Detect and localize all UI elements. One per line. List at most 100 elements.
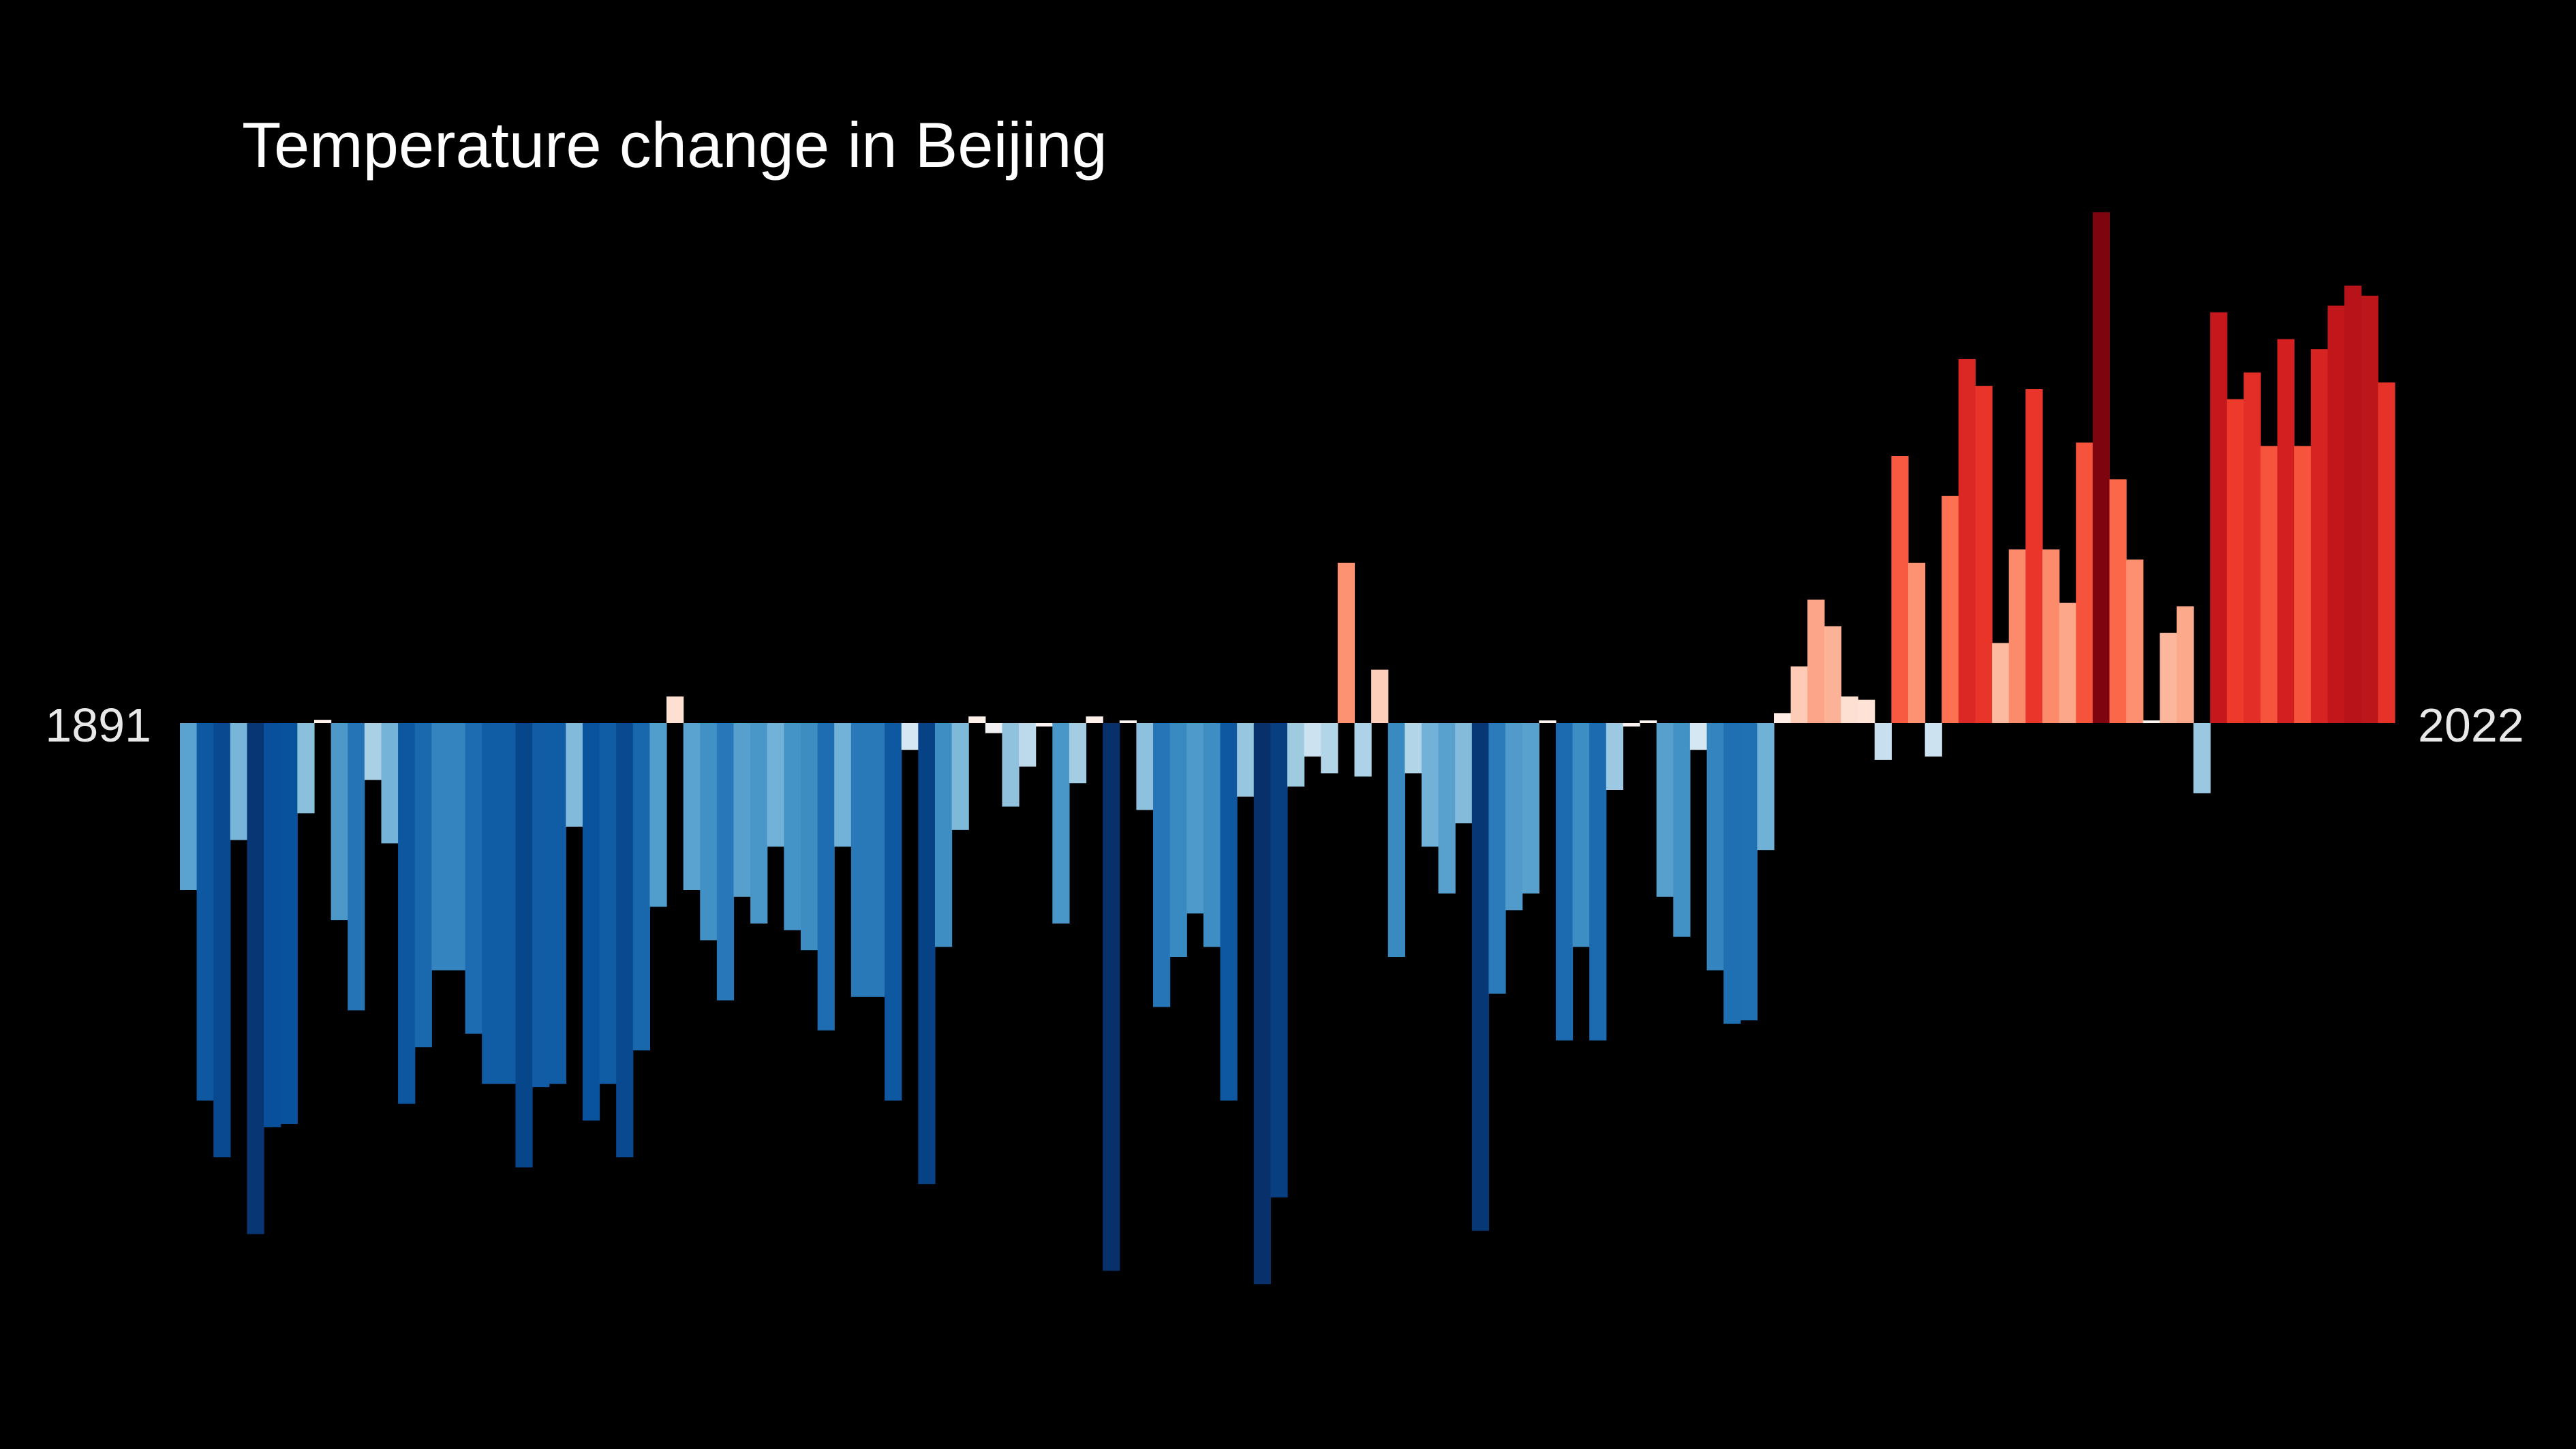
bar-1988 <box>1807 599 1825 723</box>
bar-1951 <box>1186 723 1204 914</box>
bar-1957 <box>1287 723 1305 787</box>
bar-1941 <box>1019 723 1037 767</box>
bar-1968 <box>1471 723 1490 1231</box>
bar-1985 <box>1757 723 1775 851</box>
bar-1949 <box>1153 723 1171 1007</box>
bar-1954 <box>1237 723 1255 797</box>
bar-1933 <box>885 723 902 1101</box>
bar-1913 <box>549 723 566 1084</box>
bar-1981 <box>1689 723 1708 750</box>
bar-1892 <box>196 723 214 1101</box>
bar-1929 <box>817 723 835 1031</box>
bar-1935 <box>918 723 936 1185</box>
bar-1907 <box>448 723 466 971</box>
bar-2009 <box>2160 632 2177 723</box>
bar-1948 <box>1136 723 1154 810</box>
bar-1898 <box>297 723 315 814</box>
bar-1928 <box>800 723 818 951</box>
bar-1942 <box>1035 723 1053 727</box>
bar-1999 <box>1992 643 2010 723</box>
bar-1924 <box>733 723 751 897</box>
bar-2012 <box>2210 312 2228 723</box>
bar-1927 <box>784 723 801 930</box>
bar-1970 <box>1505 723 1523 911</box>
bar-1992 <box>1874 723 1892 760</box>
bar-1972 <box>1539 720 1557 723</box>
bar-2021 <box>2361 295 2378 723</box>
bar-1950 <box>1169 723 1187 957</box>
bar-1959 <box>1321 723 1338 774</box>
bar-1960 <box>1337 562 1355 723</box>
bar-1964 <box>1405 723 1422 774</box>
chart-title: Temperature change in Beijing <box>242 109 1107 181</box>
bar-series <box>180 212 2395 1285</box>
bar-1918 <box>632 723 650 1051</box>
bar-1963 <box>1387 723 1405 957</box>
bar-2003 <box>2059 603 2076 723</box>
bar-1986 <box>1774 713 1792 723</box>
bar-1915 <box>582 723 600 1121</box>
bar-1996 <box>1942 495 1959 723</box>
bar-1901 <box>348 723 365 1011</box>
bar-2017 <box>2294 446 2312 723</box>
bar-2002 <box>2042 549 2060 723</box>
bar-1974 <box>1572 723 1590 947</box>
bar-1990 <box>1841 696 1858 723</box>
bar-1919 <box>649 723 667 907</box>
bar-1900 <box>331 723 348 921</box>
bar-1897 <box>280 723 298 1124</box>
bar-1923 <box>716 723 735 1001</box>
bar-1899 <box>313 720 332 723</box>
bar-1984 <box>1740 723 1758 1021</box>
bar-1936 <box>934 723 953 947</box>
bar-2016 <box>2277 339 2295 723</box>
bar-1979 <box>1656 723 1674 897</box>
bar-1943 <box>1052 723 1070 924</box>
bar-2020 <box>2344 286 2362 724</box>
bar-2005 <box>2092 212 2111 723</box>
bar-1966 <box>1438 723 1456 894</box>
bar-2019 <box>2327 305 2345 723</box>
bar-1906 <box>431 723 449 971</box>
bar-1914 <box>566 723 583 827</box>
bar-2000 <box>2008 549 2026 723</box>
bar-2014 <box>2243 372 2261 723</box>
bar-1931 <box>850 723 869 997</box>
bar-1926 <box>767 723 784 847</box>
bar-1983 <box>1723 723 1741 1024</box>
bar-1953 <box>1220 723 1238 1101</box>
bar-1921 <box>683 723 701 890</box>
bar-1946 <box>1103 723 1120 1271</box>
bar-1973 <box>1555 723 1574 1041</box>
bar-1909 <box>482 723 500 1084</box>
bar-1937 <box>951 723 969 830</box>
bar-1920 <box>666 696 684 723</box>
bar-1976 <box>1606 723 1624 790</box>
bar-1987 <box>1790 666 1808 723</box>
bar-2022 <box>2378 382 2395 723</box>
bar-1980 <box>1673 723 1691 937</box>
bar-2007 <box>2126 559 2144 723</box>
bar-1916 <box>599 723 617 1084</box>
bar-1945 <box>1086 716 1103 723</box>
bar-1965 <box>1421 723 1439 847</box>
bar-1967 <box>1455 723 1473 823</box>
bar-1902 <box>364 723 382 780</box>
bar-1998 <box>1975 386 1993 723</box>
bar-1982 <box>1706 723 1724 971</box>
bar-2018 <box>2310 349 2329 723</box>
bar-1961 <box>1354 723 1372 777</box>
bar-2013 <box>2226 399 2245 723</box>
bar-1938 <box>968 716 986 723</box>
bar-1903 <box>381 723 399 844</box>
bar-1947 <box>1119 720 1137 723</box>
bar-1962 <box>1371 669 1389 723</box>
bar-1975 <box>1589 723 1607 1041</box>
bar-1910 <box>498 723 517 1084</box>
bar-1956 <box>1270 723 1288 1198</box>
bar-2010 <box>2176 606 2194 723</box>
bar-2011 <box>2193 723 2211 793</box>
bar-1905 <box>414 723 432 1048</box>
bar-1912 <box>532 723 550 1088</box>
